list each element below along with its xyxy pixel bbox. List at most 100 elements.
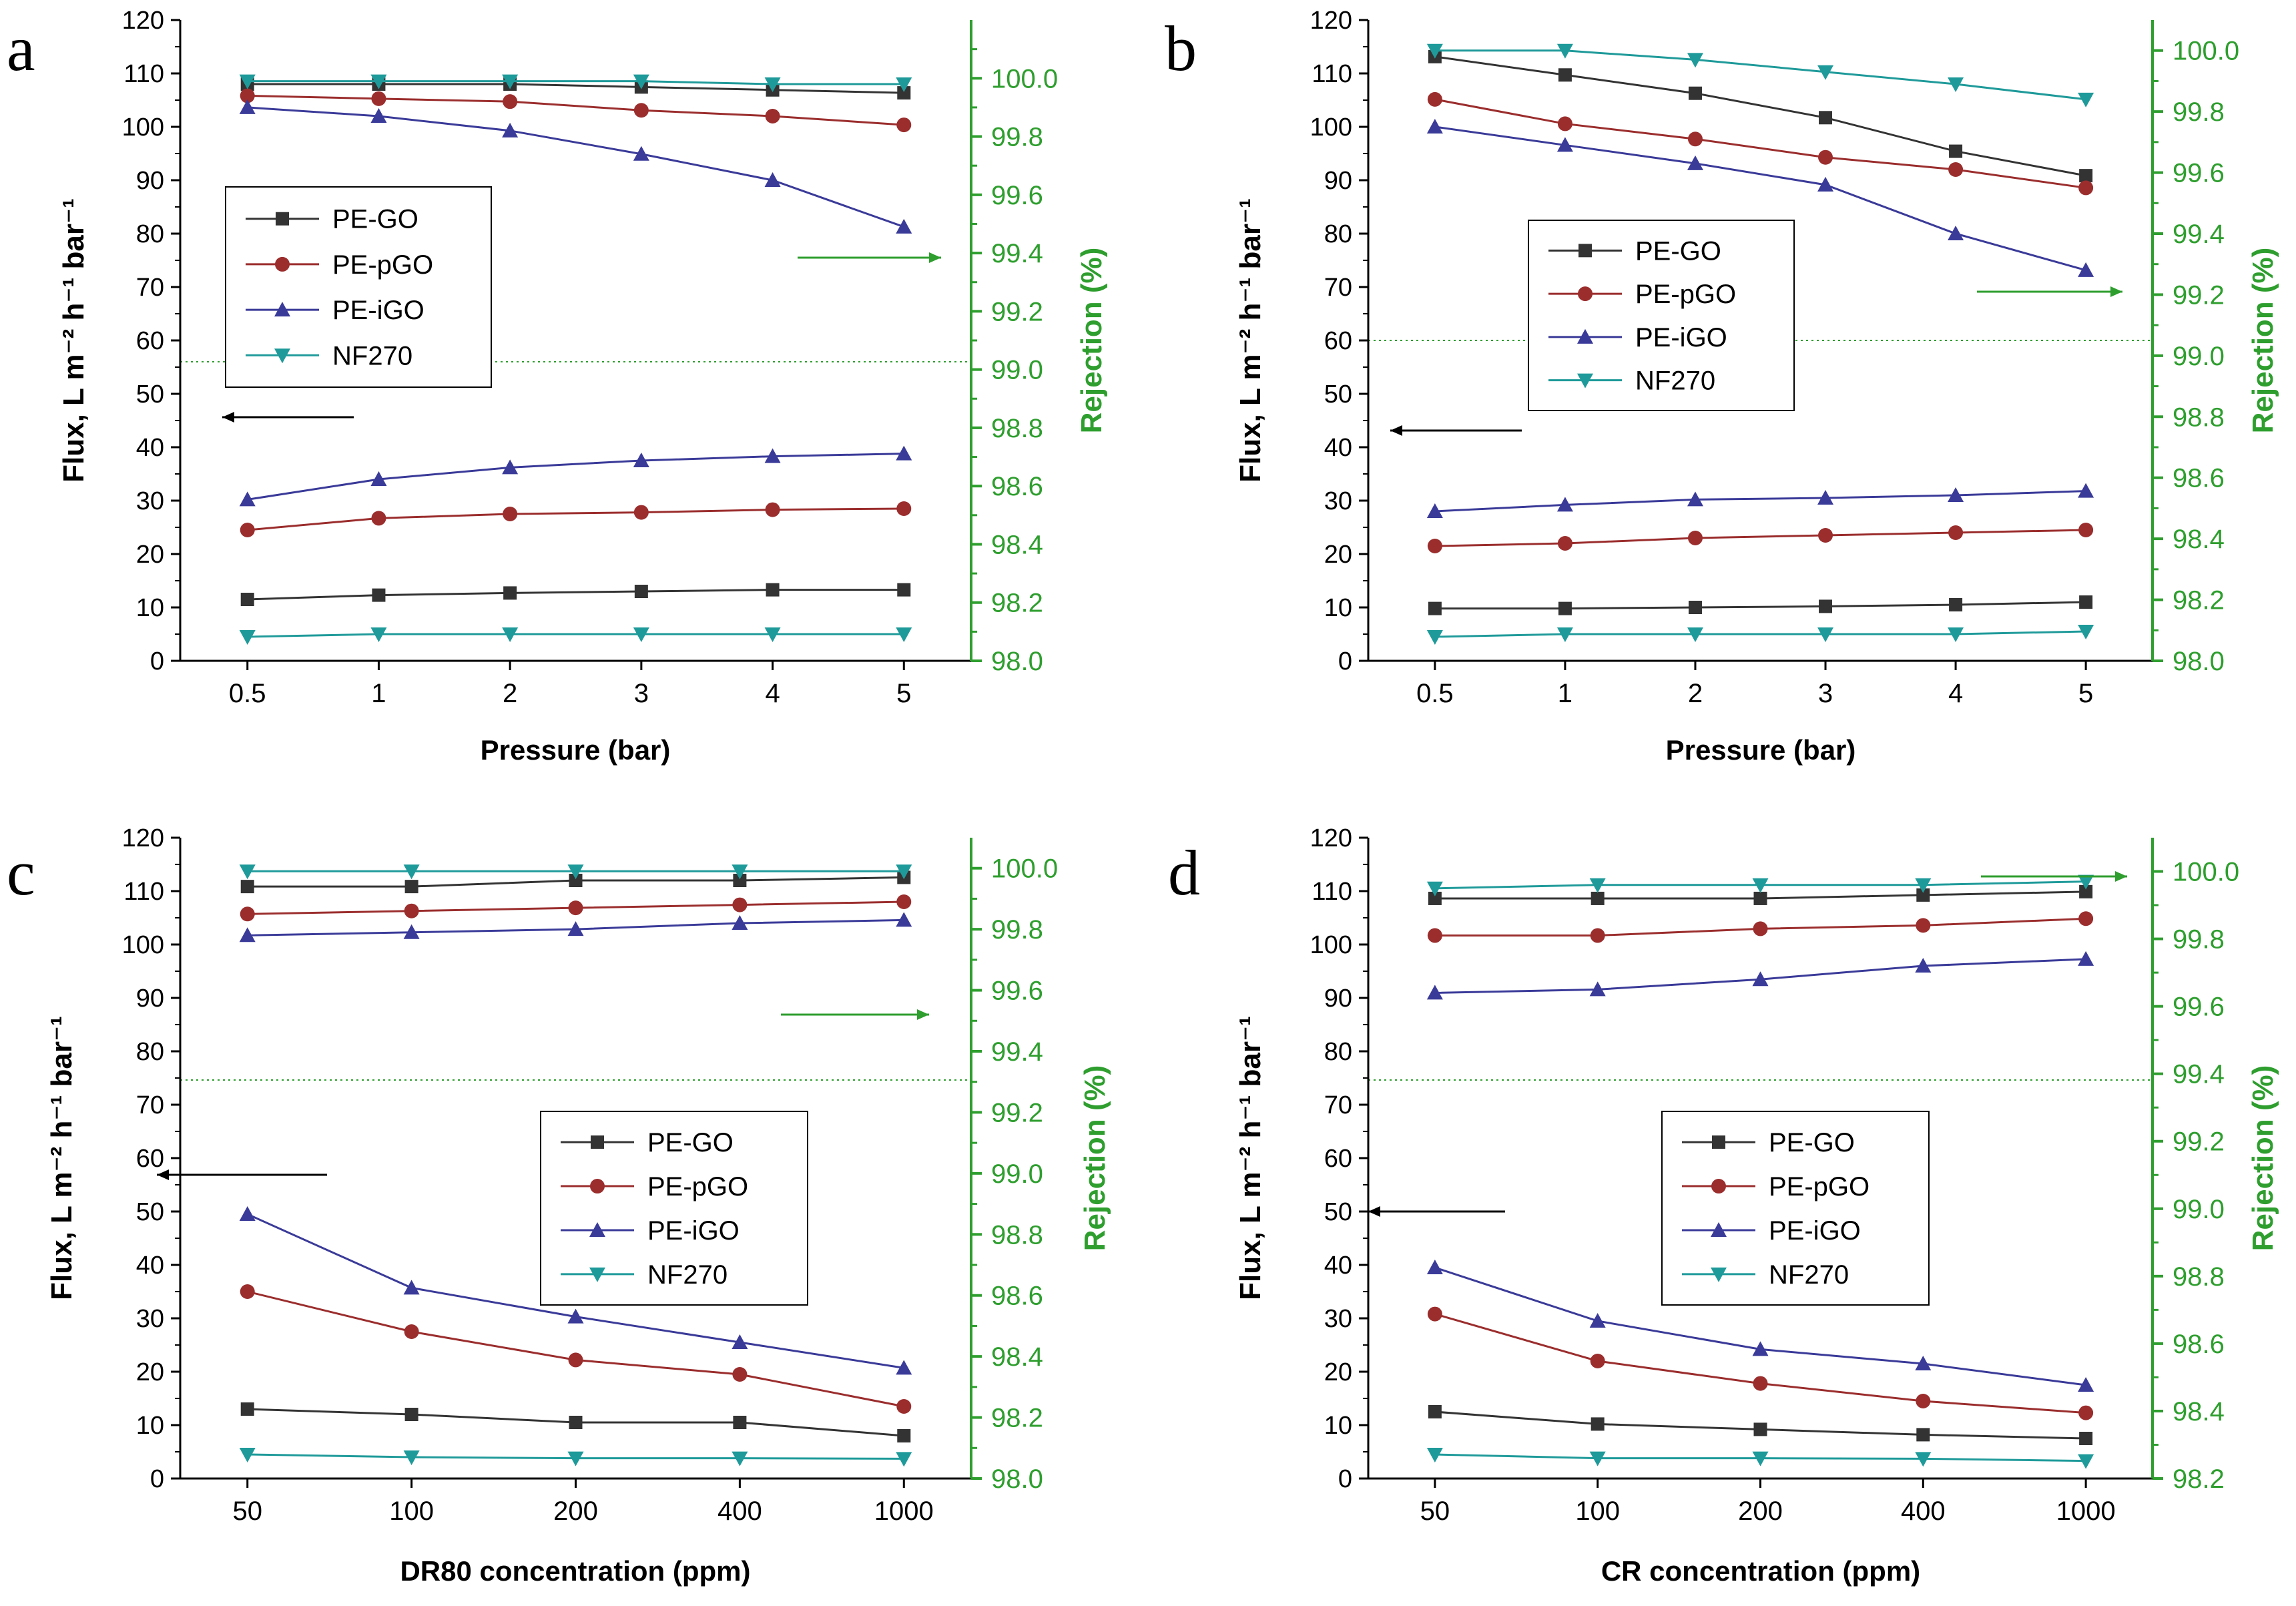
- flux-point-pe-go: [1428, 601, 1442, 615]
- flux-point-pe-pgo: [896, 501, 912, 516]
- flux-point-nf270: [1426, 630, 1443, 645]
- rejection-point-pe-pgo: [2078, 180, 2094, 196]
- flux-line-nf270: [247, 633, 904, 638]
- flux-point-pe-go: [733, 1416, 747, 1429]
- left-tick-label: 90: [136, 985, 164, 1013]
- x-tick-label: 1: [371, 679, 386, 708]
- flux-series-pe-pgo: [240, 1284, 912, 1414]
- panel-letter: b: [1165, 13, 1197, 84]
- rejection-point-pe-igo: [2078, 262, 2094, 277]
- rejection-axis-arrow: [798, 252, 941, 263]
- right-tick-label: 99.6: [2173, 159, 2225, 188]
- rejection-point-pe-igo: [1915, 958, 1932, 973]
- rejection-point-nf270: [1426, 43, 1443, 59]
- legend-marker-pe-go: [276, 212, 289, 226]
- panel-c: c 0 10 20 30 40 50 60 70 80 90 100 110 120 98.0 98.2 98.…: [7, 824, 1111, 1587]
- rejection-point-nf270: [1556, 43, 1573, 59]
- flux-axis-arrow-head: [1368, 1206, 1380, 1217]
- left-tick-label: 0: [1338, 647, 1352, 676]
- legend-marker-pe-igo: [274, 302, 290, 317]
- flux-point-nf270: [896, 1452, 912, 1467]
- left-tick-label: 60: [136, 327, 164, 355]
- flux-point-pe-igo: [633, 453, 649, 467]
- rejection-line-pe-go: [1434, 55, 2086, 177]
- rejection-point-nf270: [1752, 878, 1769, 893]
- flux-point-pe-pgo: [240, 523, 255, 537]
- flux-point-nf270: [2078, 1454, 2094, 1469]
- x-tick-label: 1000: [874, 1497, 934, 1526]
- rejection-point-pe-pgo: [2078, 911, 2094, 926]
- left-tick-label: 0: [1338, 1465, 1352, 1493]
- y-axis-title: Flux, L m⁻² h⁻¹ bar⁻¹: [45, 1016, 78, 1300]
- left-tick-label: 110: [1312, 60, 1352, 88]
- rejection-point-pe-go: [1753, 891, 1767, 905]
- flux-point-pe-go: [897, 1429, 911, 1442]
- rejection-series-pe-igo: [239, 99, 912, 234]
- legend-marker-pe-go: [1712, 1135, 1725, 1149]
- flux-point-pe-pgo: [1427, 1306, 1442, 1322]
- x-tick-label: 1: [1558, 679, 1572, 708]
- rejection-point-pe-igo: [567, 921, 584, 936]
- rejection-point-pe-go: [1949, 144, 1963, 158]
- legend-marker-nf270: [1577, 373, 1593, 388]
- left-tick-label: 40: [136, 434, 164, 462]
- rejection-point-pe-go: [2079, 884, 2093, 898]
- x-tick-label: 0.5: [229, 679, 266, 708]
- legend-label: PE-pGO: [332, 250, 433, 280]
- right-tick-label: 99.2: [2173, 1127, 2225, 1157]
- flux-point-pe-go: [766, 583, 780, 597]
- flux-point-pe-igo: [370, 471, 387, 486]
- rejection-series-pe-pgo: [1427, 911, 2094, 943]
- flux-point-pe-igo: [764, 448, 781, 463]
- rejection-point-pe-go: [1819, 111, 1833, 125]
- flux-series-pe-go: [240, 1402, 911, 1442]
- right-tick-label: 99.0: [991, 1159, 1043, 1189]
- x-tick-label: 4: [765, 679, 780, 708]
- flux-point-pe-igo: [1426, 503, 1443, 518]
- left-tick-label: 100: [122, 113, 164, 142]
- rejection-point-pe-igo: [896, 912, 912, 927]
- right-tick-label: 98.4: [2173, 1397, 2225, 1426]
- x-tick-label: 3: [1818, 679, 1833, 708]
- left-tick-label: 20: [136, 541, 164, 569]
- left-tick-label: 100: [1310, 113, 1352, 142]
- rejection-line-nf270: [247, 80, 904, 85]
- flux-point-pe-pgo: [371, 511, 386, 526]
- flux-point-pe-pgo: [1590, 1354, 1605, 1368]
- flux-point-pe-go: [240, 1402, 254, 1416]
- flux-series-pe-go: [240, 583, 911, 606]
- flux-series-pe-pgo: [1427, 523, 2094, 553]
- flux-point-pe-go: [569, 1416, 583, 1429]
- rejection-point-pe-igo: [732, 915, 748, 930]
- flux-line-pe-igo: [247, 453, 904, 501]
- flux-line-pe-go: [247, 589, 904, 601]
- rejection-point-nf270: [502, 74, 519, 89]
- rejection-series-nf270: [1426, 874, 2094, 896]
- y-axis-title: Flux, L m⁻² h⁻¹ bar⁻¹: [57, 198, 90, 483]
- y2-axis-title: Rejection (%): [2247, 1065, 2279, 1252]
- flux-point-pe-igo: [896, 445, 912, 461]
- left-tick-label: 120: [1310, 7, 1352, 35]
- right-tick-label: 98.0: [2173, 647, 2225, 676]
- x-tick-label: 2: [503, 679, 517, 708]
- rejection-axis-arrow-head: [2115, 871, 2127, 882]
- rejection-point-pe-igo: [1426, 119, 1443, 133]
- flux-series-pe-igo: [1426, 1260, 2094, 1392]
- rejection-point-nf270: [1915, 878, 1932, 893]
- rejection-point-pe-go: [240, 880, 254, 894]
- y2-axis-title: Rejection (%): [1079, 1065, 1111, 1252]
- rejection-point-pe-pgo: [371, 91, 386, 106]
- rejection-point-pe-pgo: [1590, 928, 1605, 943]
- rejection-point-pe-go: [897, 86, 911, 100]
- rejection-point-pe-pgo: [1753, 921, 1768, 936]
- flux-point-pe-go: [503, 586, 517, 600]
- rejection-point-nf270: [764, 77, 781, 92]
- rejection-point-pe-igo: [239, 927, 256, 943]
- legend: PE-GO PE-pGO PE-iGO NF270: [1661, 1111, 1930, 1306]
- left-tick-label: 40: [1324, 434, 1352, 462]
- y-axis-title: Flux, L m⁻² h⁻¹ bar⁻¹: [1234, 198, 1267, 483]
- rejection-point-nf270: [633, 74, 649, 89]
- rejection-point-pe-igo: [633, 146, 649, 161]
- rejection-point-pe-igo: [1752, 971, 1769, 987]
